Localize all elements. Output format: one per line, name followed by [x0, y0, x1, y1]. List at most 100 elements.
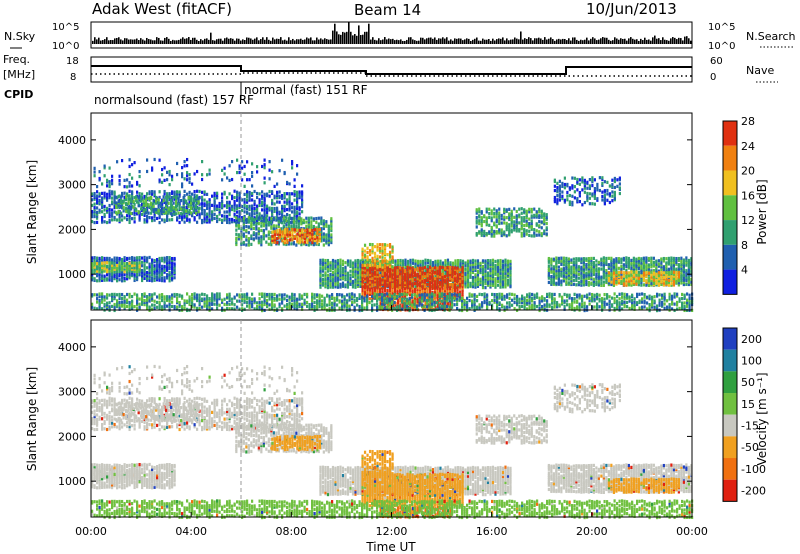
echo-cell: [590, 281, 593, 285]
echo-cell: [156, 266, 159, 270]
echo-cell: [118, 214, 121, 219]
echo-cell: [193, 189, 196, 194]
echo-cell: [235, 228, 238, 232]
echo-cell: [423, 274, 427, 278]
echo-cell: [275, 216, 278, 220]
echo-cell: [260, 218, 263, 223]
echo-cell: [346, 259, 350, 263]
echo-cell: [416, 266, 419, 270]
echo-cell: [145, 198, 148, 202]
echo-cell: [98, 270, 101, 274]
echo-cell: [325, 220, 328, 224]
echo-cell: [448, 286, 452, 291]
sky-bar: [688, 38, 690, 44]
echo-cell: [186, 216, 189, 221]
sky-bar: [596, 40, 598, 44]
sky-bar: [414, 40, 416, 44]
sky-bar: [630, 37, 632, 44]
echo-cell: [103, 194, 106, 198]
echo-cell: [491, 261, 495, 266]
echo-cell: [373, 286, 377, 290]
echo-cell: [123, 216, 126, 220]
echo-cell: [258, 198, 261, 202]
echo-cell: [140, 207, 143, 211]
echo-cell: [133, 263, 136, 267]
echo-cell: [138, 255, 141, 260]
echo-cell: [344, 265, 347, 269]
echo-cell: [393, 270, 397, 275]
echo-cell: [600, 281, 603, 285]
echo-cell: [240, 230, 243, 234]
echo-cell: [138, 264, 141, 268]
echo-cell: [171, 256, 174, 261]
echo-cell: [131, 256, 134, 260]
echo-cell: [257, 216, 260, 220]
echo-cell: [543, 212, 546, 216]
echo-cell: [163, 258, 166, 262]
echo-cell: [341, 275, 345, 280]
echo-cell: [588, 184, 591, 188]
echo-cell: [140, 199, 143, 203]
echo-cell: [489, 259, 492, 263]
echo-cell: [305, 224, 308, 228]
echo-cell: [120, 198, 123, 203]
echo-cell: [547, 256, 550, 261]
echo-cell: [180, 212, 183, 216]
echo-cell: [336, 259, 340, 263]
echo-cell: [292, 222, 295, 227]
echo-cell: [386, 288, 389, 293]
echo-cell: [295, 243, 298, 247]
echo-cell: [91, 265, 94, 270]
echo-cell: [418, 266, 422, 270]
echo-cell: [241, 204, 244, 209]
sky-bar: [648, 39, 650, 44]
echo-cell: [293, 234, 296, 239]
echo-cell: [312, 243, 315, 247]
echo-cell: [573, 176, 576, 180]
echo-cell: [131, 264, 134, 268]
echo-cell: [106, 268, 109, 272]
echo-cell: [363, 274, 367, 278]
echo-cell: [368, 297, 372, 301]
echo-cell: [252, 232, 255, 237]
echo-cell: [93, 197, 96, 201]
echo-cell: [611, 194, 614, 198]
echo-cell: [255, 227, 258, 231]
echo-cell: [441, 278, 444, 283]
echo-cell: [479, 261, 482, 265]
echo-cell: [441, 261, 445, 265]
echo-cell: [146, 276, 149, 280]
echo-cell: [271, 202, 274, 206]
echo-cell: [276, 192, 279, 196]
echo-cell: [272, 218, 275, 222]
echo-cell: [96, 214, 99, 218]
echo-cell: [331, 263, 335, 267]
echo-cell: [93, 278, 96, 282]
echo-cell: [283, 204, 286, 208]
sky-bar: [94, 37, 96, 44]
echo-cell: [246, 200, 249, 204]
echo-cell: [188, 208, 191, 212]
echo-cell: [611, 178, 614, 182]
echo-cell: [363, 249, 367, 253]
echo-cell: [495, 224, 498, 228]
echo-cell: [192, 200, 195, 204]
sky-bar: [152, 40, 154, 44]
echo-cell: [103, 212, 106, 217]
echo-cell: [298, 190, 301, 194]
sky-bar: [262, 37, 264, 44]
echo-cell: [581, 203, 584, 207]
echo-cell: [143, 218, 146, 222]
echo-cell: [446, 292, 449, 296]
echo-cell: [250, 242, 253, 246]
sky-bar: [182, 37, 184, 44]
echo-cell: [565, 280, 568, 284]
echo-cell: [163, 270, 166, 274]
echo-cell: [535, 210, 538, 214]
echo-cell: [241, 198, 244, 202]
echo-cell: [288, 192, 291, 196]
echo-cell: [178, 220, 181, 225]
echo-cell: [296, 218, 299, 222]
echo-cell: [561, 190, 564, 194]
echo-cell: [276, 196, 279, 200]
